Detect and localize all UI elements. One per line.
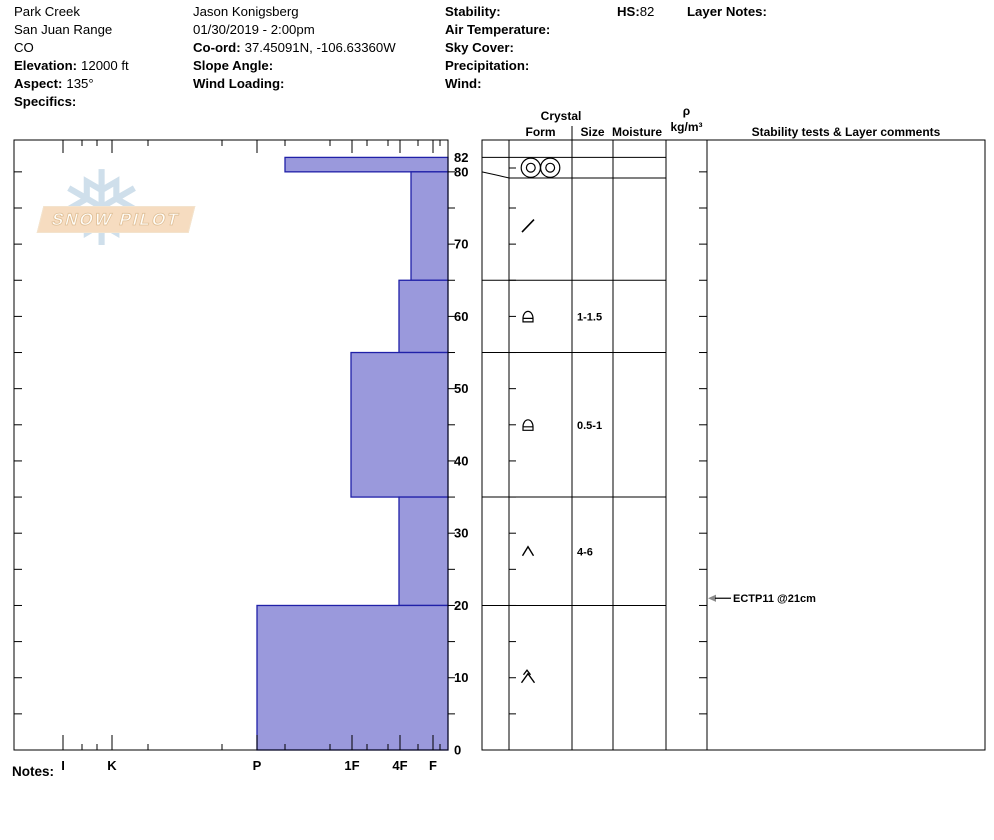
grain-form-icon (545, 162, 556, 173)
layer-bar (350, 351, 449, 498)
wind-label: Wind: (445, 76, 482, 91)
grain-form-icon (522, 310, 534, 323)
snowpilot-logo: ❅ SNOW PILOT (36, 158, 208, 275)
layer-connector-line (481, 171, 510, 179)
moisture-header: Moisture (611, 125, 662, 139)
layer-bar (398, 279, 449, 354)
header-location-block: Park Creek San Juan Range CO Elevation: 1… (14, 3, 129, 111)
layer-bar (256, 604, 449, 751)
hardness-axis-label: 1F (344, 758, 359, 773)
grain-form-icon (520, 157, 542, 178)
layer-bar (410, 171, 449, 281)
depth-label: 60 (454, 309, 468, 324)
coord-value: 37.45091N, -106.63360W (244, 40, 396, 55)
header-conditions-block: Stability: Air Temperature: Sky Cover: P… (445, 3, 550, 93)
grain-size-value: 4-6 (577, 546, 593, 558)
hardness-axis-label: 4F (392, 758, 407, 773)
coord-label: Co-ord: (193, 40, 241, 55)
form-header: Form (525, 125, 556, 139)
hardness-axis-label: K (107, 758, 117, 773)
grain-form-icon (540, 157, 561, 178)
observer-name: Jason Konigsberg (193, 4, 299, 19)
crystal-header: Crystal (540, 109, 582, 123)
sky-cover-label: Sky Cover: (445, 40, 514, 55)
precipitation-label: Precipitation: (445, 58, 530, 73)
location-state: CO (14, 40, 34, 55)
table-border (481, 139, 986, 751)
notes-label: Notes: (12, 764, 55, 779)
grain-form-icon (522, 419, 534, 431)
grain-form-icon (521, 545, 535, 557)
grain-form-icon (522, 669, 532, 676)
elevation-value: 12000 ft (81, 58, 129, 73)
size-header: Size (580, 125, 605, 139)
hs-value: 82 (639, 4, 655, 19)
hardness-axis-label: F (429, 758, 437, 773)
header-observer-block: Jason Konigsberg 01/30/2019 - 2:00pm Co-… (193, 3, 396, 93)
depth-label: 80 (454, 164, 468, 179)
observation-datetime: 01/30/2019 - 2:00pm (193, 22, 315, 37)
depth-label: 70 (454, 237, 468, 252)
layer-bar (284, 156, 449, 173)
location-name: Park Creek (14, 4, 80, 19)
coord-row: Co-ord: 37.45091N, -106.63360W (193, 39, 396, 57)
depth-label: 20 (454, 598, 468, 613)
hardness-axis-label: I (61, 758, 65, 773)
plot-border (13, 139, 449, 751)
depth-label: 50 (454, 381, 468, 396)
depth-label: 82 (454, 150, 468, 165)
density-header: ρ (682, 104, 691, 118)
stability-label: Stability: (445, 4, 501, 19)
grain-form-icon (525, 162, 536, 173)
grain-size-value: 1-1.5 (577, 311, 602, 323)
density-units-header: kg/m³ (670, 120, 703, 134)
elevation-row: Elevation: 12000 ft (14, 57, 129, 75)
depth-label: 30 (454, 526, 468, 541)
aspect-value: 135° (66, 76, 94, 91)
hardness-axis-label: P (253, 758, 262, 773)
aspect-row: Aspect: 135° (14, 75, 129, 93)
comments-header: Stability tests & Layer comments (751, 125, 941, 139)
wind-loading-row: Wind Loading: (193, 75, 396, 93)
slope-angle-label: Slope Angle: (193, 58, 274, 73)
wind-loading-label: Wind Loading: (193, 76, 285, 91)
layer-notes-label: Layer Notes: (687, 4, 767, 19)
slope-angle-row: Slope Angle: (193, 57, 396, 75)
elevation-label: Elevation: (14, 58, 78, 73)
aspect-label: Aspect: (14, 76, 63, 91)
specifics-row: Specifics: (14, 93, 129, 111)
hs-row: HS:82 (617, 3, 654, 21)
depth-label: 0 (454, 743, 461, 758)
depth-label: 40 (454, 453, 468, 468)
air-temperature-label: Air Temperature: (445, 22, 551, 37)
stability-test-annotation: ECTP11 @21cm (733, 593, 816, 605)
grain-form-icon (520, 672, 536, 684)
annotation-arrow-icon (708, 594, 716, 602)
specifics-label: Specifics: (14, 94, 77, 109)
hs-label: HS: (617, 4, 640, 19)
grain-form-icon (521, 219, 535, 233)
layer-bar (398, 496, 449, 607)
depth-label: 10 (454, 670, 468, 685)
grain-size-value: 0.5-1 (577, 420, 602, 432)
location-range: San Juan Range (14, 22, 113, 37)
